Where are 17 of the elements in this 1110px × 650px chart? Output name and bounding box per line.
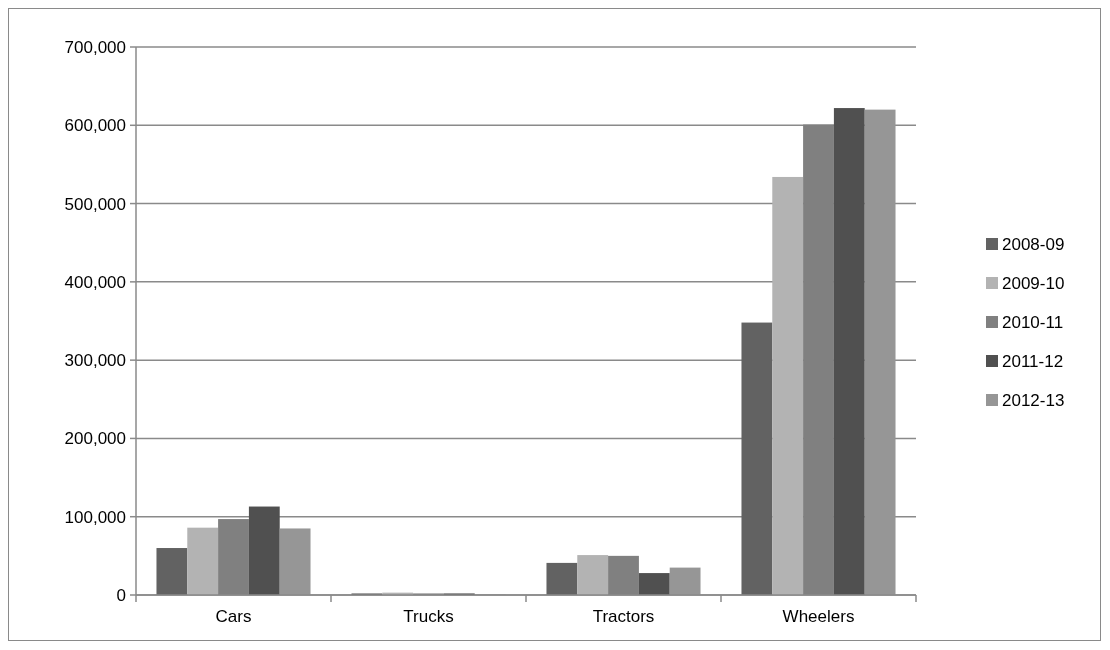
legend-label: 2012-13	[1002, 390, 1065, 410]
y-tick-label: 600,000	[64, 116, 126, 136]
x-tick-label: Wheelers	[782, 607, 855, 626]
y-tick-label: 0	[116, 585, 126, 605]
x-tick-label: Tractors	[592, 607, 655, 626]
y-tick-label: 700,000	[64, 37, 126, 57]
legend-label: 2009-10	[1002, 273, 1065, 293]
y-tick-label: 500,000	[64, 194, 126, 214]
legend-label: 2010-11	[1002, 312, 1064, 332]
y-tick-label: 400,000	[64, 272, 126, 292]
legend-label: 2008-09	[1002, 234, 1065, 254]
y-tick-label: 300,000	[64, 351, 126, 371]
y-tick-label: 100,000	[64, 507, 126, 527]
y-tick-label: 200,000	[64, 429, 126, 449]
x-tick-label: Trucks	[403, 607, 454, 626]
legend-label: 2011-12	[1002, 351, 1064, 371]
x-tick-label: Cars	[215, 607, 252, 626]
